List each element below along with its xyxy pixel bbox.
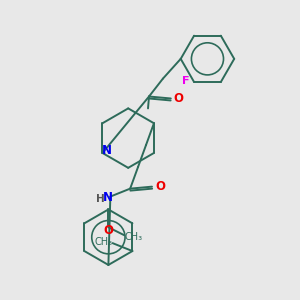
Text: F: F	[182, 76, 190, 86]
Text: H: H	[96, 194, 105, 203]
Text: O: O	[174, 92, 184, 105]
Text: O: O	[155, 180, 165, 193]
Text: N: N	[103, 191, 113, 204]
Text: CH₃: CH₃	[124, 232, 142, 242]
Text: N: N	[101, 145, 111, 158]
Text: O: O	[103, 224, 113, 237]
Text: CH₃: CH₃	[94, 237, 113, 247]
